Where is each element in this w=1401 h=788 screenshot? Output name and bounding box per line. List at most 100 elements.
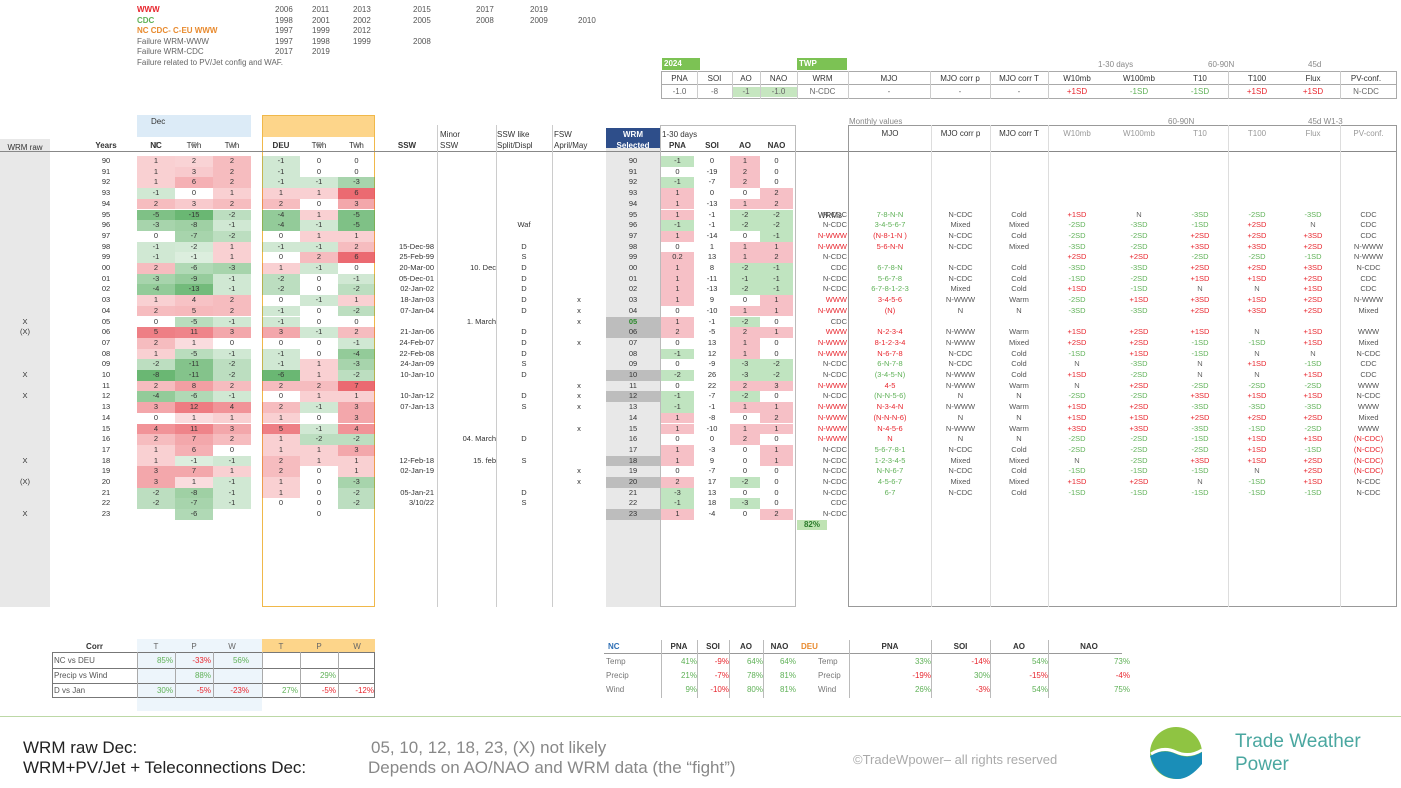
cell-19: N-WWW [945, 370, 976, 379]
cell-7: -2 [338, 284, 375, 296]
deu_tele-value: -3% [975, 685, 990, 694]
cell-20: Mixed [1008, 477, 1029, 486]
cell-13: 0.2 [661, 252, 694, 263]
cell-19: N-CDC [948, 359, 973, 369]
cell-12: 23 [606, 509, 660, 520]
cell-22: -2SD [1130, 444, 1148, 454]
cell-6: 0 [316, 337, 322, 347]
cell-14: -1 [708, 220, 716, 230]
cell-20: Mixed [1008, 455, 1029, 465]
cell-7: -2 [338, 370, 375, 381]
cell-25: -1SD [1304, 487, 1322, 497]
cell-3: -8 [175, 487, 213, 499]
cell-22: -2SD [1130, 230, 1148, 240]
cell-3: 3 [175, 166, 213, 178]
cell-16: 3 [760, 380, 793, 392]
cell-26: CDC [1360, 209, 1377, 219]
forecast-value: - [958, 87, 962, 96]
sub-header: W [228, 141, 236, 150]
cell-5: -1 [262, 177, 300, 189]
legend-label: Failure related to PV/Jet config and WAF… [137, 57, 283, 67]
cell-19: N-CDC [948, 444, 973, 454]
cell-1: 08 [101, 348, 111, 358]
cell-24: +2SD [1247, 263, 1267, 272]
cell-23: -2SD [1191, 444, 1209, 454]
cell-1: 90 [101, 156, 111, 165]
cell-18: 7-8-N-N [876, 209, 904, 219]
wrm-selected-header-bg [606, 128, 660, 148]
cell-23: -1SD [1191, 487, 1209, 497]
forecast-col-header: PNA [671, 74, 688, 83]
cell-21: +1SD [1067, 370, 1087, 379]
cell-4: 1 [213, 252, 251, 263]
cell-2: 2 [137, 198, 175, 210]
cell-20: Warm [1009, 380, 1029, 390]
cell-12: 10 [606, 370, 660, 381]
legend-year: 1997 [275, 36, 293, 46]
legend-year: 2019 [530, 5, 548, 14]
cell-14: -7 [708, 177, 716, 187]
cell-15: -2 [730, 263, 760, 274]
cell-16: 0 [774, 316, 779, 326]
corr-value: -5% [321, 686, 336, 695]
cell-0: X [22, 391, 28, 401]
cell-14: 9 [709, 295, 715, 305]
cell-1: 05 [101, 316, 111, 326]
cell-16: 2 [760, 509, 793, 520]
cell-4: 4 [213, 402, 251, 413]
cell-22: -2SD [1130, 391, 1148, 401]
cell-1: 04 [101, 305, 111, 315]
forecast-col-line [1228, 71, 1229, 99]
cell-21: +1SD [1067, 477, 1087, 486]
cell-3: 8 [175, 380, 213, 392]
cell-2: -4 [137, 391, 175, 403]
cell-13: 1 [661, 455, 694, 467]
cell-10: Waf [517, 220, 531, 230]
deu_tele-value: 54% [1031, 657, 1048, 666]
cell-21: +3SD [1067, 423, 1087, 433]
cell-1: 21 [101, 487, 111, 497]
main-col-header: Twh [186, 141, 202, 150]
cell-9: 10. Dec [470, 263, 496, 272]
cell-22: -3SD [1130, 220, 1148, 230]
cell-18: N-N-6-7 [876, 466, 904, 476]
cell-7: 1 [338, 230, 375, 242]
cell-4: -1 [213, 348, 251, 360]
cell-17: N-WWW [817, 434, 847, 444]
cell-15: -2 [730, 391, 760, 403]
tele-box [660, 125, 796, 607]
cell-22: -1SD [1130, 487, 1148, 497]
cell-20: Cold [1011, 348, 1027, 358]
cell-12: 00 [628, 263, 638, 272]
cell-20: Mixed [1008, 241, 1029, 251]
h-45d: 45d W1-3 [1308, 117, 1343, 126]
nc_tele-col-line [697, 640, 698, 698]
cell-6: 1 [300, 444, 338, 456]
cell-1: 09 [101, 359, 111, 369]
cell-24: +3SD [1247, 305, 1267, 315]
cell-3: 1 [175, 337, 213, 349]
cell-14: -11 [706, 273, 718, 283]
cell-3: -11 [175, 370, 213, 381]
cell-17: WWW [825, 295, 847, 305]
cell-22: -2SD [1130, 241, 1148, 251]
cell-10: D [521, 370, 527, 379]
cell-7: 2 [338, 241, 375, 253]
cell-24: -1SD [1248, 337, 1266, 347]
cell-22: +2SD [1129, 380, 1149, 390]
corr-col-line [137, 652, 138, 698]
cell-2: -3 [137, 220, 175, 231]
cell-20: Cold [1011, 284, 1027, 294]
cell-3: -1 [175, 252, 213, 263]
nc_tele-value: -10% [710, 685, 729, 694]
cell-6: -1 [300, 295, 338, 306]
dec-label: Dec [151, 117, 166, 126]
year-2024-badge: 2024 [662, 58, 700, 70]
cell-24: +2SD [1247, 230, 1267, 240]
cell-20: Cold [1011, 359, 1027, 369]
cell-21: +1SD [1067, 284, 1087, 294]
cell-4: 1 [213, 241, 251, 253]
cell-10: D [521, 391, 527, 401]
cell-6: 2 [300, 252, 338, 263]
cell-3: 0 [191, 188, 197, 198]
